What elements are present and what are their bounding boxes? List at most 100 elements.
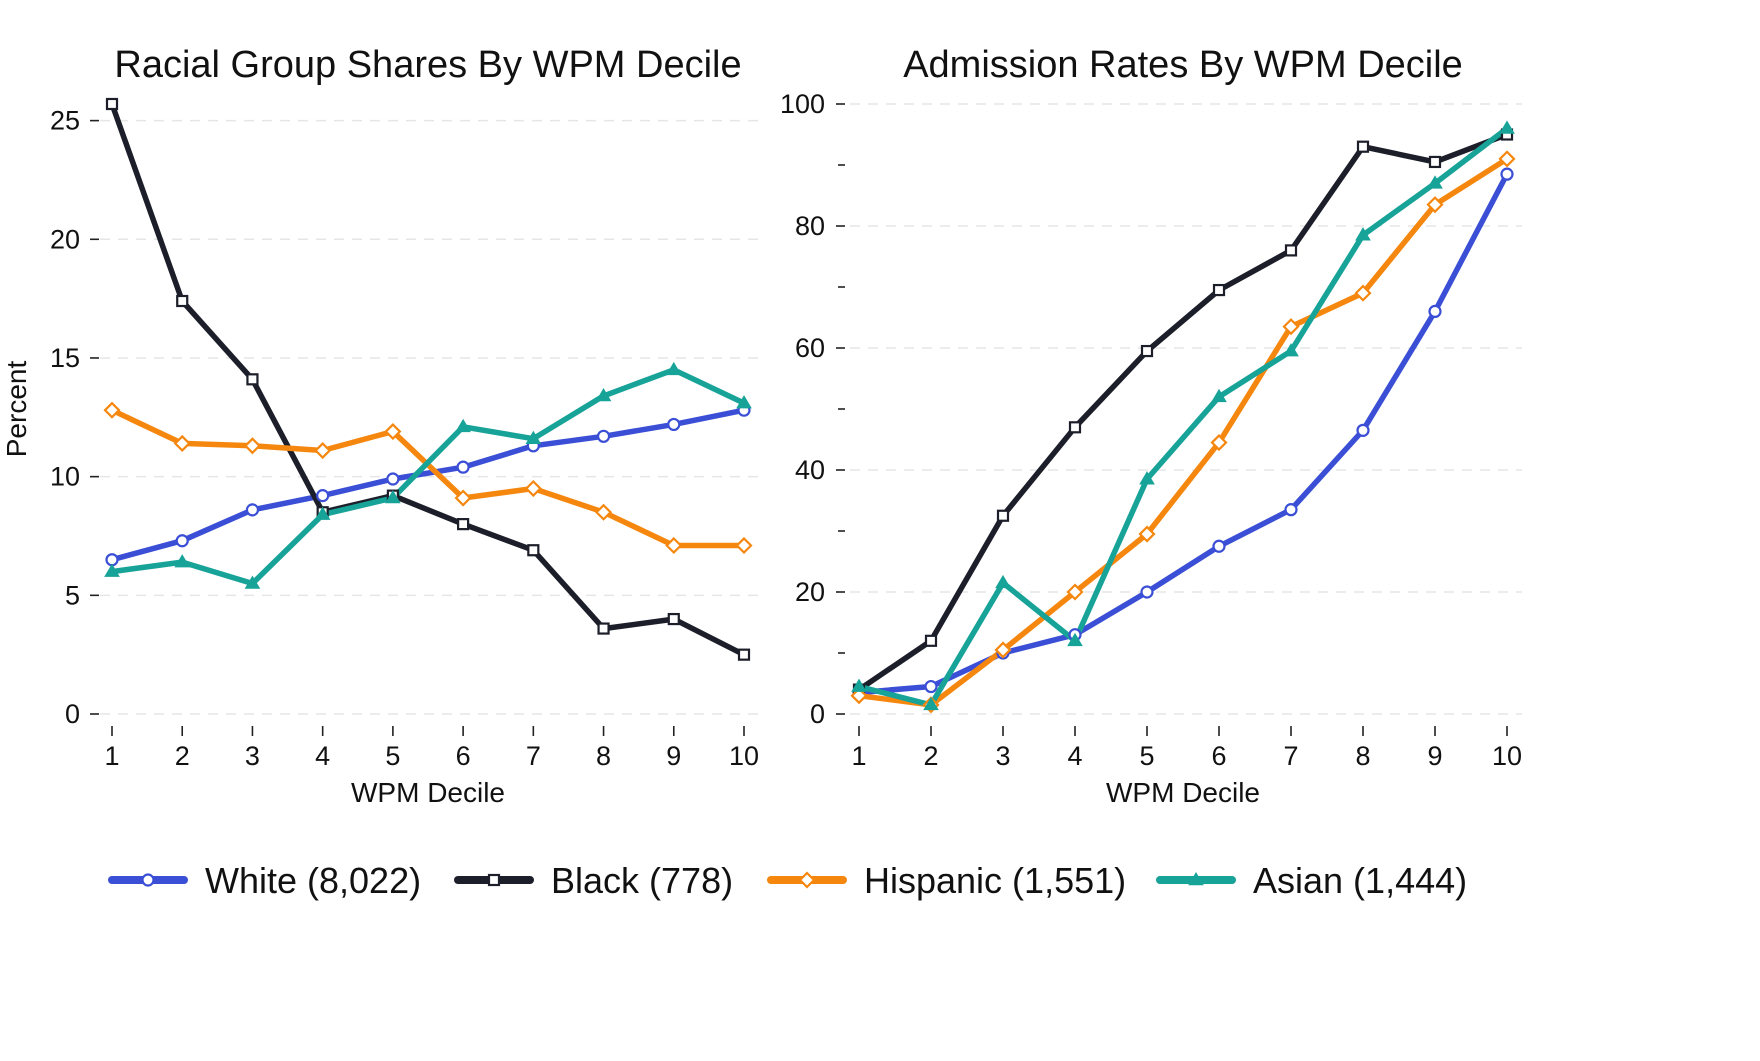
data-point-hispanic xyxy=(594,503,613,521)
legend-marker-hispanic xyxy=(798,871,816,889)
chart-title: Admission Rates By WPM Decile xyxy=(903,44,1463,86)
data-point-hispanic xyxy=(173,434,191,452)
data-point-white xyxy=(924,679,938,694)
series-line-white xyxy=(856,171,1510,696)
x-tick-label: 1 xyxy=(851,741,866,771)
legend-label-white: White (8,022) xyxy=(205,860,421,901)
series-line-asian xyxy=(856,125,1510,708)
data-point-black xyxy=(667,612,680,626)
data-point-black xyxy=(176,294,189,308)
data-point-asian xyxy=(1427,175,1443,189)
legend-item-hispanic: Hispanic (1,551) xyxy=(767,860,1126,901)
data-point-asian xyxy=(174,554,191,568)
x-tick-label: 9 xyxy=(1427,741,1442,771)
data-point-white xyxy=(1212,539,1226,553)
data-point-black xyxy=(996,509,1010,522)
y-tick-label: 60 xyxy=(795,333,825,363)
x-tick-label: 10 xyxy=(1492,741,1522,771)
y-tick-label: 15 xyxy=(50,343,80,373)
data-point-white xyxy=(596,429,611,443)
x-tick-label: 3 xyxy=(995,741,1010,771)
data-point-hispanic xyxy=(665,536,683,555)
x-tick-label: 8 xyxy=(596,741,611,771)
series-line-black xyxy=(109,101,747,658)
data-point-asian xyxy=(736,395,752,409)
data-point-white xyxy=(245,503,260,517)
data-point-hispanic xyxy=(1354,284,1372,302)
data-point-white xyxy=(175,534,189,548)
data-point-asian xyxy=(525,430,542,444)
data-point-hispanic xyxy=(243,437,262,455)
data-point-asian xyxy=(385,490,401,504)
data-point-white xyxy=(1428,304,1442,318)
y-tick-label: 0 xyxy=(65,699,80,729)
data-point-asian xyxy=(314,506,331,520)
data-point-asian xyxy=(665,361,682,376)
y-tick-label: 5 xyxy=(65,580,80,610)
data-point-hispanic xyxy=(1426,196,1444,214)
data-point-asian xyxy=(104,563,120,577)
legend-item-white: White (8,022) xyxy=(108,860,421,901)
x-tick-label: 9 xyxy=(666,741,681,771)
data-point-black xyxy=(1212,283,1226,297)
x-axis-label: WPM Decile xyxy=(1106,777,1260,808)
y-tick-label: 40 xyxy=(795,455,825,485)
data-point-black xyxy=(1428,155,1442,169)
data-point-black xyxy=(105,97,119,111)
x-tick-label: 6 xyxy=(456,741,471,771)
data-point-white xyxy=(1284,503,1298,517)
data-point-black xyxy=(246,373,259,386)
data-point-black xyxy=(1284,244,1298,257)
x-tick-label: 3 xyxy=(245,741,260,771)
x-tick-label: 6 xyxy=(1211,741,1226,771)
data-point-hispanic xyxy=(1066,583,1084,601)
data-point-black xyxy=(1068,421,1082,434)
data-point-asian xyxy=(455,418,471,433)
data-point-asian xyxy=(1355,227,1371,241)
x-tick-label: 1 xyxy=(104,741,119,771)
x-tick-label: 4 xyxy=(1067,741,1082,771)
x-tick-label: 4 xyxy=(315,741,330,771)
data-point-hispanic xyxy=(103,401,121,419)
data-point-hispanic xyxy=(314,441,332,460)
x-tick-label: 5 xyxy=(385,741,400,771)
data-point-hispanic xyxy=(735,536,753,555)
data-point-hispanic xyxy=(1138,525,1156,543)
legend-marker-asian xyxy=(1188,872,1204,886)
legend-label-hispanic: Hispanic (1,551) xyxy=(864,860,1126,901)
data-point-asian xyxy=(923,696,939,711)
data-point-asian xyxy=(1067,632,1083,647)
data-point-white xyxy=(456,460,470,474)
data-point-hispanic xyxy=(850,687,868,705)
chart-panel-1: Racial Group Shares By WPM Decile0510152… xyxy=(1,44,760,808)
legend: White (8,022) Black (778) Hispanic (1,551)… xyxy=(108,860,1467,901)
data-point-hispanic xyxy=(1210,433,1228,452)
data-point-hispanic xyxy=(994,641,1012,659)
legend-label-asian: Asian (1,444) xyxy=(1253,860,1467,901)
x-tick-label: 5 xyxy=(1139,741,1154,771)
data-point-hispanic xyxy=(454,489,472,507)
legend-item-asian: Asian (1,444) xyxy=(1156,860,1467,901)
data-point-hispanic xyxy=(1282,318,1300,336)
y-tick-label: 25 xyxy=(50,106,80,136)
data-point-black xyxy=(1140,344,1154,358)
data-point-asian xyxy=(1211,388,1227,403)
data-point-black xyxy=(457,518,470,531)
y-tick-label: 20 xyxy=(50,224,80,254)
data-point-white xyxy=(316,489,330,503)
data-point-hispanic xyxy=(1498,150,1516,168)
data-point-black xyxy=(737,648,751,661)
data-point-white xyxy=(1500,167,1514,181)
y-tick-label: 80 xyxy=(795,211,825,241)
data-point-white xyxy=(667,417,681,432)
x-axis-label: WPM Decile xyxy=(351,777,505,808)
x-tick-label: 8 xyxy=(1355,741,1370,771)
data-point-asian xyxy=(244,575,261,589)
data-point-black xyxy=(597,622,610,635)
series-line-white xyxy=(109,407,747,563)
x-tick-label: 2 xyxy=(175,741,190,771)
data-point-asian xyxy=(1139,471,1155,485)
legend-label-black: Black (778) xyxy=(551,860,733,901)
